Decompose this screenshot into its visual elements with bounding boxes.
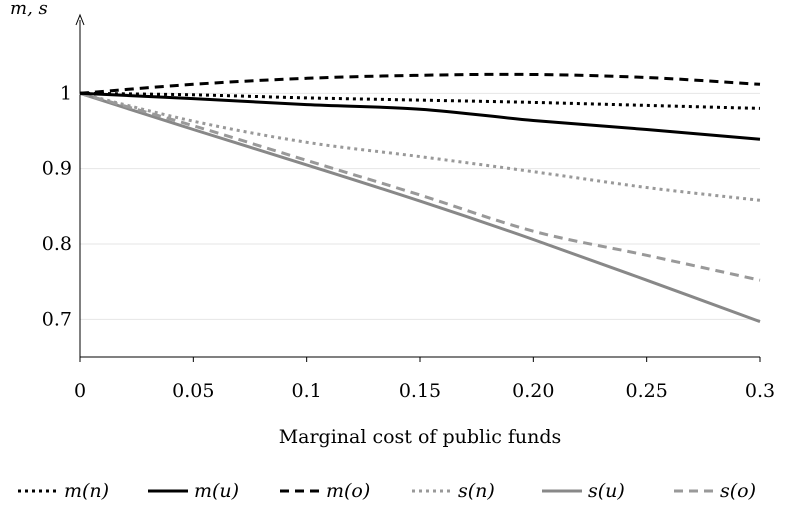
x-tick-label: 0.05 (172, 380, 214, 402)
y-tick-label: 0.9 (42, 158, 72, 180)
y-tick-label: 0.8 (42, 233, 72, 255)
x-tick-label: 0.25 (626, 380, 668, 402)
x-tick-label: 0.15 (399, 380, 441, 402)
legend-label: s(u) (588, 480, 625, 502)
x-tick-label: 0.3 (745, 380, 775, 402)
series-line-so (79, 91, 761, 282)
series-line-sn (79, 91, 761, 202)
series-line-mn (79, 91, 761, 110)
x-tick-labels: 0 0.05 0.1 0.15 0.20 0.25 0.3 (74, 357, 775, 402)
legend-label: s(o) (720, 480, 756, 502)
series-line-su (79, 91, 761, 324)
legend-label: m(u) (194, 480, 239, 502)
legend-label: m(n) (64, 480, 109, 502)
y-axis-arrow-icon (75, 13, 85, 26)
x-tick-label: 0 (74, 380, 86, 402)
y-tick-labels: 0.7 0.8 0.9 1 (42, 82, 72, 330)
legend-label: s(n) (458, 480, 495, 502)
x-axis-label: Marginal cost of public funds (279, 426, 562, 448)
y-axis-label: m, s (10, 0, 48, 19)
series-lines (79, 72, 761, 324)
x-tick-label: 0.1 (292, 380, 322, 402)
legend-label: m(o) (326, 480, 370, 502)
y-tick-label: 1 (60, 82, 72, 104)
y-tick-label: 0.7 (42, 308, 72, 330)
series-line-mo (79, 72, 761, 95)
x-tick-label: 0.20 (512, 380, 554, 402)
series-line-mu (79, 91, 761, 141)
legend: m(n) m(u) m(o) s(n) s(u) s(o) (18, 480, 756, 502)
